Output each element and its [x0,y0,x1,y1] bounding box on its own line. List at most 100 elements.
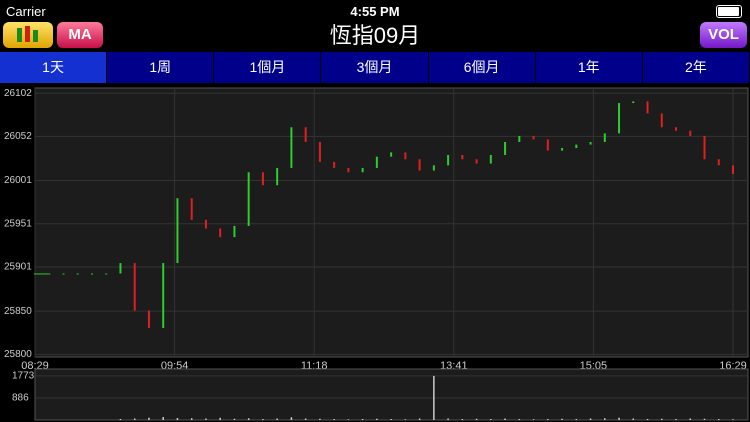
volume-bar [632,418,635,420]
battery [716,5,742,18]
candle [261,172,264,186]
candle [147,310,150,328]
candle [589,141,592,145]
volume-bar [575,419,578,420]
candle [418,159,421,171]
candle [646,101,649,114]
candle [48,273,51,275]
candle [390,152,393,157]
candle [219,228,222,238]
volume-bar [518,419,521,420]
candle [204,219,207,229]
period-tab[interactable]: 1年 [535,52,642,83]
volume-bar [205,418,207,420]
candle [133,263,136,311]
volume-bar [447,418,449,420]
volume-bar [675,419,677,420]
candle [703,135,706,160]
y-tick-label: 25850 [4,306,32,317]
volume-bar [219,417,221,420]
candle [276,167,279,186]
candle [105,273,108,275]
volume-bar [133,418,136,420]
candle [518,135,521,142]
volume-bar [689,418,692,420]
volume-bar [290,417,293,420]
period-tabs: 1天 1周 1個月 3個月 6個月 1年 2年 [0,52,750,83]
volume-bar [247,418,250,420]
volume-bar [404,419,407,420]
candle [90,273,93,275]
volume-bar [333,419,335,420]
volume-bar [119,419,122,420]
candle [489,154,492,164]
volume-bar [176,418,179,420]
vol-button[interactable]: VOL [700,22,747,48]
volume-bar [561,418,563,420]
candle [290,127,293,168]
volume-bar [475,418,478,420]
candle [504,141,507,155]
period-tab[interactable]: 1天 [0,52,107,83]
candle-icon [17,26,38,42]
period-tab[interactable]: 6個月 [428,52,535,83]
y-tick-label: 25951 [4,218,32,229]
chart: 2610226052260012595125901258502580008:29… [4,87,749,421]
candle [546,139,549,151]
candle [361,167,364,173]
period-tab[interactable]: 2年 [642,52,749,83]
volume-bar [433,375,435,420]
candle [375,156,378,168]
y-tick-label: 26102 [4,88,32,99]
volume-bar [661,418,663,420]
candle [632,101,635,104]
candle [475,159,478,164]
candle [119,263,122,274]
volume-bar [461,419,464,420]
candle [318,141,321,162]
volume-tick-label: 1773 [12,371,35,382]
volume-bar [490,419,492,420]
volume-bar [589,418,592,420]
candle [233,225,236,238]
volume-bar [646,419,649,420]
volume-bar [418,418,421,420]
volume-bar [162,417,164,420]
candle [347,167,350,173]
volume-bar [718,419,720,420]
volume-bar [703,418,706,420]
candle [304,127,307,142]
volume-bar [532,419,535,420]
period-tab[interactable]: 3個月 [321,52,428,83]
candle [618,103,621,134]
y-tick-label: 25901 [4,262,32,273]
candle [603,133,606,142]
volume-bar [347,419,350,420]
volume-bar [361,419,364,420]
volume-bar [547,419,549,420]
candle [461,154,464,160]
volume-bar [319,418,321,420]
candle [689,130,692,136]
volume-bar [618,417,620,420]
candle [717,159,720,166]
candle [675,127,678,131]
page-title: 恆指09月 [329,23,421,48]
candle [532,135,535,140]
y-tick-label: 26052 [4,131,32,142]
ma-button[interactable]: MA [57,22,103,48]
status-bar: Carrier 4:55 PM [0,0,750,22]
candle [34,273,49,275]
period-tab[interactable]: 1個月 [214,52,321,83]
volume-bar [262,419,264,420]
volume-bar [376,418,378,420]
period-tab[interactable]: 1周 [107,52,214,83]
candle-button[interactable] [3,22,53,48]
candle [76,273,79,275]
candle [247,172,250,226]
volume-bar [732,419,734,420]
carrier: Carrier [6,4,46,19]
candle [432,165,435,171]
candle [176,198,179,264]
